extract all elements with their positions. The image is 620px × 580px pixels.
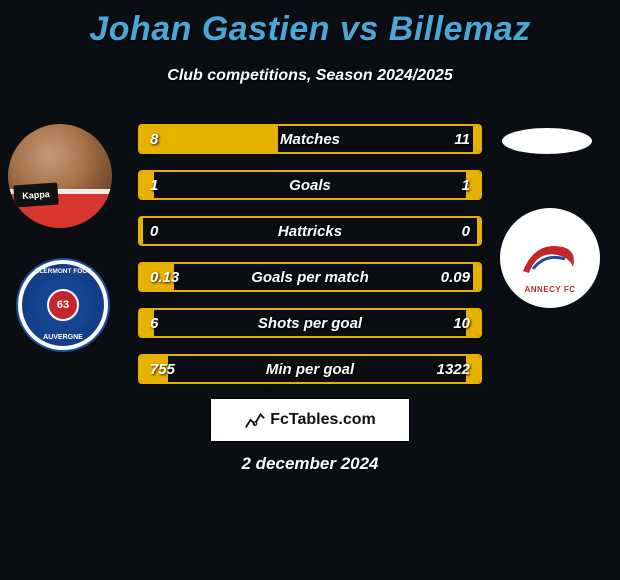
date-text: 2 december 2024: [0, 454, 620, 474]
page-title: Johan Gastien vs Billemaz: [0, 0, 620, 49]
branding-badge: FcTables.com: [210, 398, 410, 442]
player-left-avatar: Kappa: [8, 124, 112, 228]
stat-row: 7551322Min per goal: [138, 354, 482, 384]
club-ring-text-bottom: AUVERGNE: [22, 334, 104, 341]
comparison-card: Johan Gastien vs Billemaz Club competiti…: [0, 0, 620, 580]
fctables-logo-icon: [244, 409, 266, 431]
jersey-brand-label: Kappa: [13, 182, 58, 207]
stat-row: 0.130.09Goals per match: [138, 262, 482, 292]
stat-label: Shots per goal: [140, 315, 480, 332]
stat-label: Goals per match: [140, 269, 480, 286]
stat-label: Hattricks: [140, 223, 480, 240]
club-center-number: 63: [47, 289, 79, 321]
stat-row: 11Goals: [138, 170, 482, 200]
branding-text: FcTables.com: [270, 411, 376, 429]
club-right-text: ANNECY FC: [524, 285, 575, 294]
subtitle: Club competitions, Season 2024/2025: [0, 67, 620, 85]
annecy-swoosh-icon: [515, 233, 585, 283]
stats-bars: 811Matches 11Goals 00Hattricks 0.130.09Goal…: [138, 124, 482, 400]
player-right-avatar: [502, 128, 592, 154]
stat-row: 610Shots per goal: [138, 308, 482, 338]
stat-row: 811Matches: [138, 124, 482, 154]
club-logo-left: CLERMONT FOOT 63 AUVERGNE: [18, 260, 108, 350]
stat-label: Goals: [140, 177, 480, 194]
stat-label: Min per goal: [140, 361, 480, 378]
club-logo-right: ANNECY FC: [500, 208, 600, 308]
left-player-column: Kappa CLERMONT FOOT 63 AUVERGNE: [8, 124, 118, 350]
stat-label: Matches: [140, 131, 480, 148]
stat-row: 00Hattricks: [138, 216, 482, 246]
club-ring-text-top: CLERMONT FOOT: [22, 268, 104, 275]
right-player-column: ANNECY FC: [496, 124, 606, 308]
